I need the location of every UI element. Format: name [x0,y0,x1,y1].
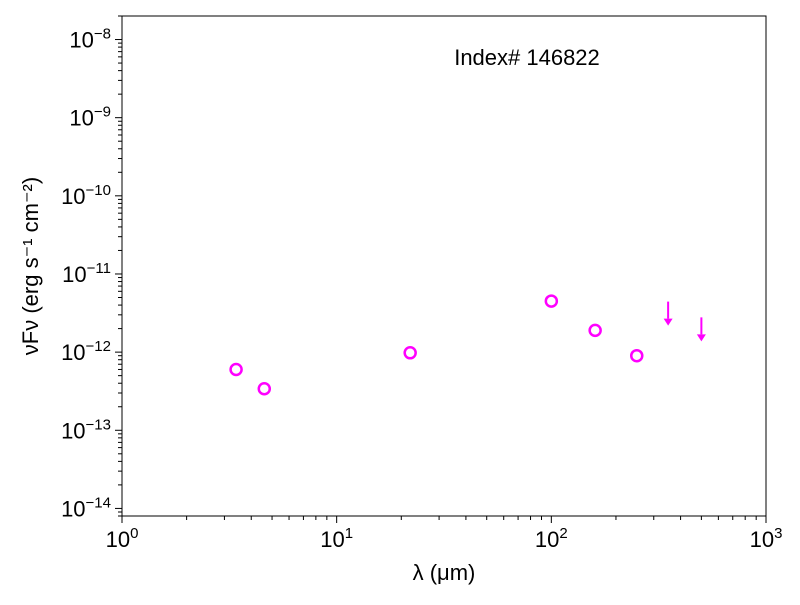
x-tick-label: 101 [320,525,353,552]
y-tick-label: 10−11 [62,260,111,287]
y-tick-label: 10−12 [61,338,111,365]
axis-ticks [115,15,767,523]
y-tick-label: 10−13 [61,416,111,443]
y-tick-label: 10−14 [61,494,111,521]
data-point [229,362,243,377]
upper-limit-marker [696,317,706,342]
data-point [403,346,417,360]
index-annotation: Index# 146822 [454,45,600,70]
data-marks [229,294,706,396]
data-point [544,294,559,308]
data-point [257,381,272,396]
upper-limit-marker [663,301,673,326]
x-tick-label: 102 [535,525,568,552]
y-axis-label: νFν (erg s⁻¹ cm⁻²) [18,177,43,355]
y-tick-label: 10−8 [69,26,111,53]
x-axis-label: λ (μm) [413,560,476,585]
y-tick-label: 10−10 [61,182,111,209]
upper-limit-head [696,334,706,342]
x-tick-label: 100 [106,525,139,552]
data-point [588,323,602,338]
data-point [630,348,644,363]
upper-limit-head [663,318,673,326]
plot-frame [121,15,767,517]
x-tick-label: 103 [750,525,783,552]
y-tick-label: 10−9 [69,104,111,131]
tick-labels: 100 101 102 103 10−14 10−13 10−12 10−11 10−10 10−… [61,26,782,552]
